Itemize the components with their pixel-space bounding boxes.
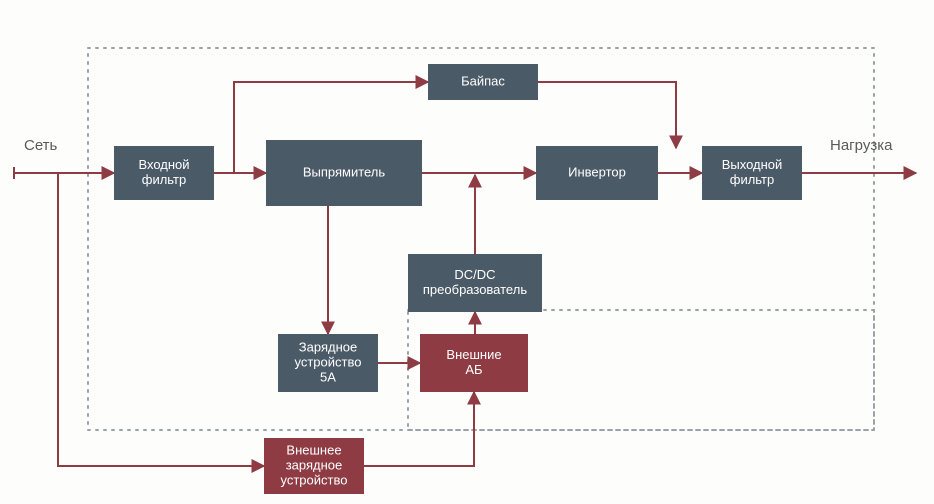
node-in_filter-label: фильтр xyxy=(142,172,186,187)
node-in_filter-label: Входной xyxy=(138,157,189,172)
node-out_filter: Выходнойфильтр xyxy=(702,146,802,200)
node-dcdc-label: DC/DC xyxy=(454,267,495,282)
node-bypass: Байпас xyxy=(428,64,538,100)
node-rectifier-label: Выпрямитель xyxy=(303,164,386,179)
node-charger5a-label: Зарядное xyxy=(299,339,357,354)
node-inverter-label: Инвертор xyxy=(568,164,626,179)
node-bypass-label: Байпас xyxy=(461,73,505,88)
edge-bypass-out_filter xyxy=(538,82,676,148)
node-ext_charger-label: зарядное xyxy=(286,457,343,472)
node-charger5a-label: устройство xyxy=(295,354,362,369)
node-ext_charger-label: устройство xyxy=(281,472,348,487)
output-label: Нагрузка xyxy=(830,137,893,154)
node-in_filter: Входнойфильтр xyxy=(114,146,214,200)
node-rectifier: Выпрямитель xyxy=(266,140,422,206)
node-out_filter-label: фильтр xyxy=(730,172,774,187)
node-ext_batt-label: АБ xyxy=(465,362,482,377)
node-ext_batt-label: Внешние xyxy=(446,347,501,362)
node-ext_batt: ВнешниеАБ xyxy=(420,334,528,392)
node-out_filter-label: Выходной xyxy=(722,157,783,172)
node-charger5a-label: 5A xyxy=(320,369,336,384)
node-dcdc-label: преобразователь xyxy=(423,282,527,297)
node-dcdc: DC/DCпреобразователь xyxy=(408,254,542,312)
input-label: Сеть xyxy=(24,137,58,154)
node-ext_charger: Внешнеезарядноеустройство xyxy=(264,438,364,494)
node-inverter: Инвертор xyxy=(536,146,658,200)
node-ext_charger-label: Внешнее xyxy=(286,442,341,457)
node-charger5a: Зарядноеустройство5A xyxy=(278,334,378,392)
